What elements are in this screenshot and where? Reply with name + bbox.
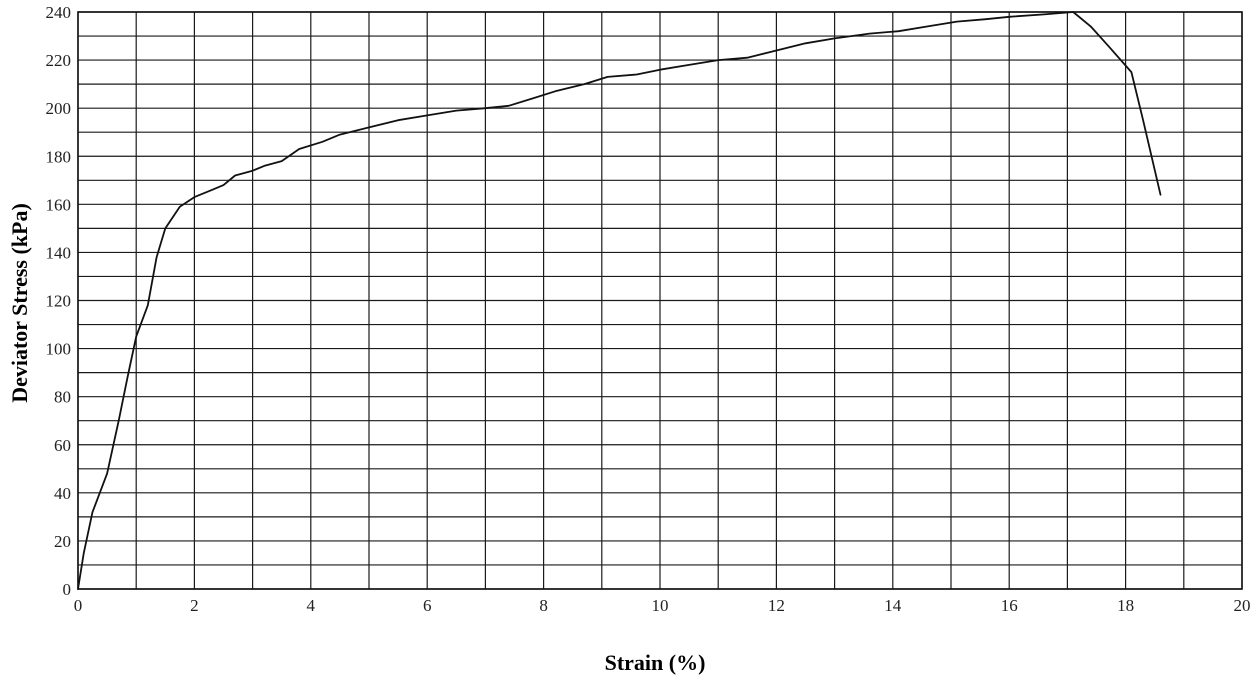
x-tick-label: 20 [1234, 596, 1251, 615]
y-tick-label: 160 [46, 195, 72, 214]
y-tick-label: 200 [46, 99, 72, 118]
x-tick-label: 16 [1001, 596, 1018, 615]
x-tick-label: 12 [768, 596, 785, 615]
x-tick-label: 18 [1117, 596, 1134, 615]
y-tick-label: 20 [54, 532, 71, 551]
x-tick-label: 8 [539, 596, 548, 615]
y-tick-label: 220 [46, 51, 72, 70]
y-tick-label: 60 [54, 436, 71, 455]
y-tick-label: 120 [46, 292, 72, 311]
series-line [77, 11, 1162, 590]
x-tick-label: 14 [884, 596, 902, 615]
x-tick-label: 10 [652, 596, 669, 615]
x-tick-label: 4 [307, 596, 316, 615]
y-tick-label: 0 [63, 580, 72, 599]
y-tick-label: 80 [54, 388, 71, 407]
x-tick-labels: 0 2 4 6 8 10 12 14 16 18 20 [74, 596, 1251, 615]
x-tick-label: 0 [74, 596, 83, 615]
x-tick-label: 6 [423, 596, 432, 615]
y-axis-title: Deviator Stress (kPa) [7, 203, 32, 403]
x-axis-title: Strain (%) [605, 650, 706, 675]
x-tick-label: 2 [190, 596, 199, 615]
y-tick-label: 140 [46, 243, 72, 262]
y-tick-label: 100 [46, 340, 72, 359]
plot-frame [77, 11, 1243, 590]
y-tick-label: 240 [46, 3, 72, 22]
grid-layer [77, 11, 1243, 590]
y-tick-labels: 0 20 40 60 80 100 120 140 160 180 200 220 240 [46, 3, 72, 599]
y-tick-label: 40 [54, 484, 71, 503]
series-layer [77, 11, 1162, 590]
y-tick-label: 180 [46, 147, 72, 166]
axes-layer [77, 11, 1243, 590]
